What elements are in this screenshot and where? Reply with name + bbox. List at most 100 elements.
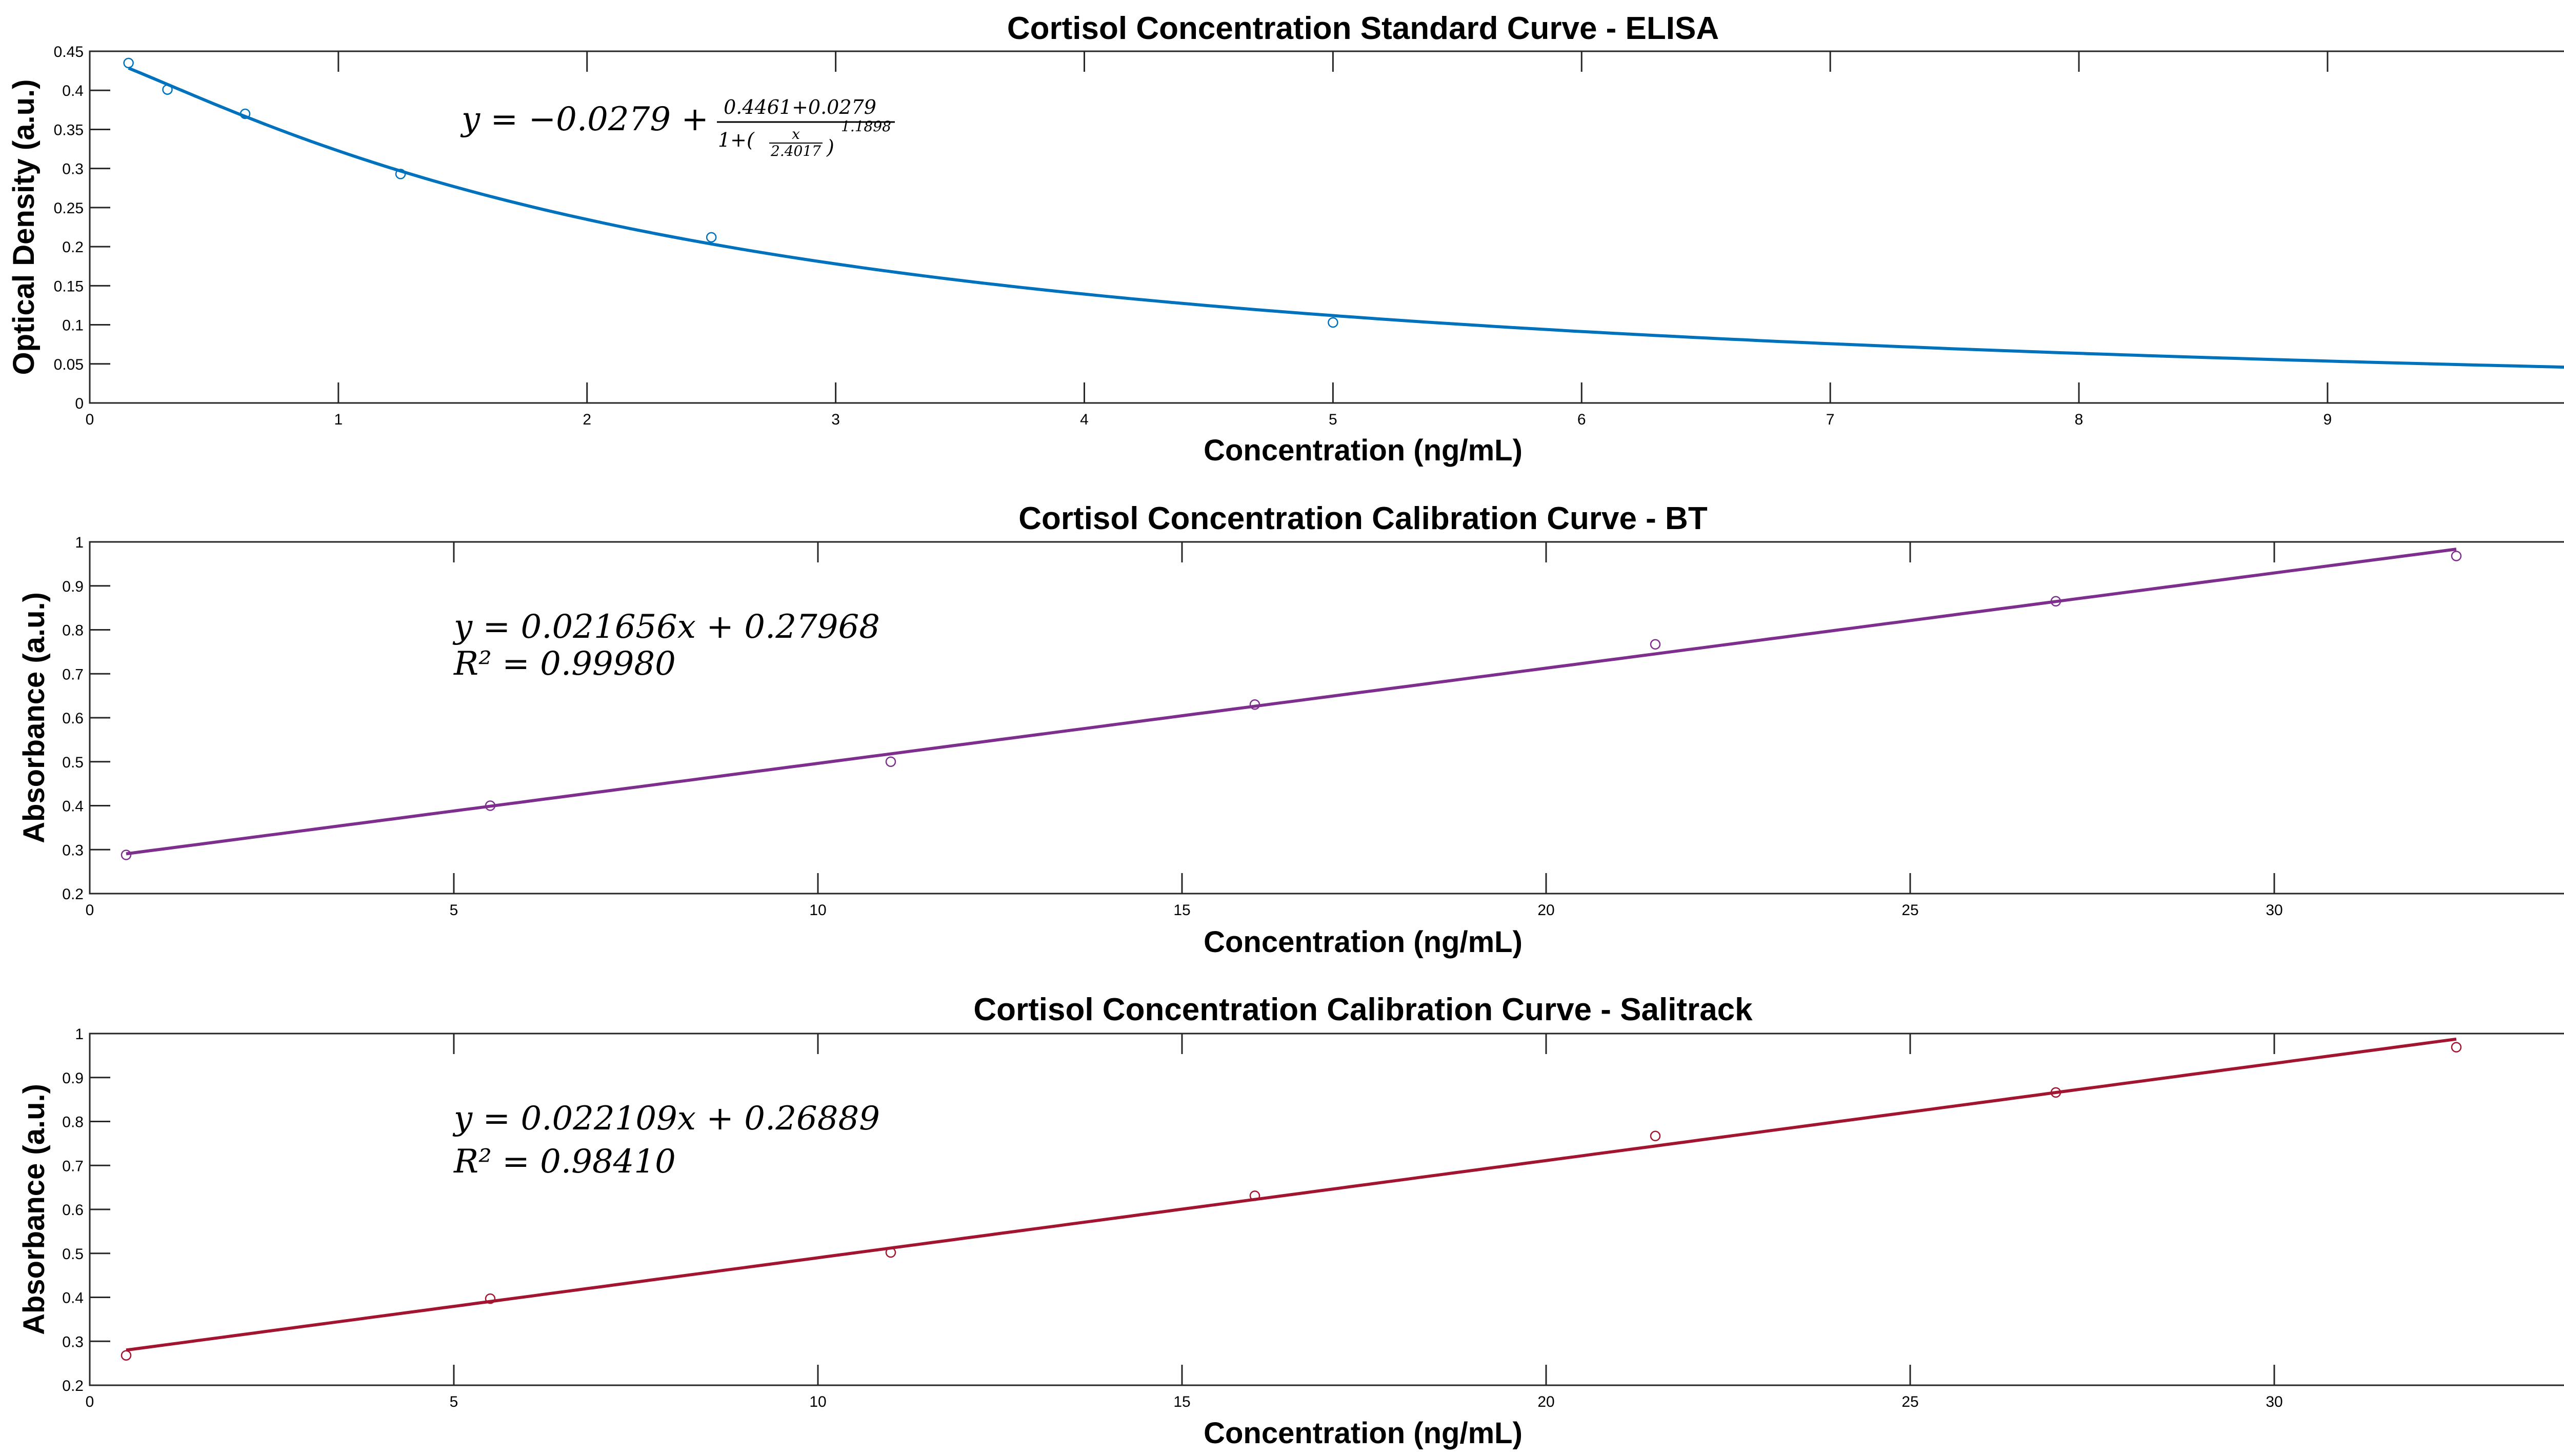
- elisa-equation-lhs: y = −0.0279 +: [460, 100, 709, 138]
- elisa-y-tick-label: 0.3: [62, 161, 84, 178]
- elisa-x-tick-label: 1: [334, 411, 343, 428]
- elisa-data-point: [395, 169, 406, 179]
- elisa-equation-inner-denominator: 2.4017: [770, 143, 821, 159]
- salitrack-plot-frame: [89, 1033, 2564, 1386]
- bt-y-tick-label: 0.9: [62, 578, 84, 595]
- bt-x-tick-label: 5: [450, 902, 458, 919]
- elisa-y-tick-label: 0.05: [54, 356, 84, 373]
- bt-x-tick-label: 20: [1537, 902, 1554, 919]
- bt-plot-frame: [89, 541, 2564, 895]
- elisa-y-tick-label: 0.15: [54, 278, 84, 295]
- salitrack-x-tick-label: 30: [2266, 1393, 2282, 1410]
- salitrack-x-tick-label: 10: [809, 1393, 826, 1410]
- elisa-data-point: [162, 84, 173, 95]
- salitrack-y-tick-label: 0.4: [62, 1290, 84, 1307]
- elisa-data-point: [123, 57, 134, 69]
- salitrack-y-tick-label: 0.6: [62, 1202, 84, 1219]
- bt-data-point: [485, 800, 496, 811]
- elisa-equation-numerator: 0.4461+0.0279: [724, 96, 876, 118]
- salitrack-data-point: [485, 1293, 496, 1304]
- salitrack-chart: Cortisol Concentration Calibration Curve…: [17, 992, 2564, 1450]
- elisa-y-tick-label: 0.4: [62, 83, 84, 99]
- salitrack-data-point: [1249, 1190, 1260, 1201]
- bt-x-tick-label: 25: [1901, 902, 1918, 919]
- salitrack-y-tick-label: 0.2: [62, 1378, 84, 1394]
- salitrack-y-tick-label: 0.8: [62, 1114, 84, 1131]
- bt-y-tick-label: 0.3: [62, 842, 84, 859]
- elisa-x-tick-label: 9: [2323, 411, 2332, 428]
- elisa-axis-ticks: 01234567891000.050.10.150.20.250.30.350.…: [54, 44, 2332, 428]
- elisa-y-tick-label: 0.35: [54, 122, 84, 138]
- elisa-x-tick-label: 0: [86, 411, 94, 428]
- bt-data-point: [885, 756, 896, 767]
- elisa-data-point: [239, 108, 251, 119]
- elisa-equation-close-paren: ): [826, 136, 834, 158]
- elisa-x-tick-label: 5: [1329, 411, 1337, 428]
- bt-fit-line: [126, 548, 2457, 856]
- elisa-fit-line: [128, 67, 2564, 369]
- elisa-x-axis-label: Concentration (ng/mL): [1204, 434, 1523, 467]
- salitrack-chart-title: Cortisol Concentration Calibration Curve…: [973, 992, 1753, 1027]
- elisa-data-point: [706, 232, 717, 243]
- salitrack-y-tick-label: 1: [75, 1026, 84, 1043]
- bt-y-tick-label: 0.8: [62, 622, 84, 639]
- bt-data-point: [1249, 699, 1260, 710]
- bt-chart: Cortisol Concentration Calibration Curve…: [17, 501, 2564, 959]
- salitrack-y-tick-label: 0.3: [62, 1333, 84, 1350]
- elisa-equation-denominator: 1+(: [718, 129, 755, 151]
- bt-x-tick-label: 30: [2266, 902, 2282, 919]
- elisa-chart: Cortisol Concentration Standard Curve - …: [7, 11, 2564, 467]
- elisa-x-tick-label: 2: [583, 411, 591, 428]
- salitrack-data-point: [885, 1247, 896, 1258]
- salitrack-y-tick-label: 0.7: [62, 1158, 84, 1175]
- bt-y-tick-label: 0.7: [62, 666, 84, 683]
- salitrack-x-tick-label: 20: [1537, 1393, 1554, 1410]
- elisa-x-tick-label: 3: [831, 411, 840, 428]
- bt-equation-line: y = 0.021656x + 0.27968: [452, 608, 880, 646]
- salitrack-fit-line: [126, 1037, 2457, 1352]
- bt-y-tick-label: 0.5: [62, 754, 84, 771]
- elisa-y-tick-label: 0: [75, 395, 84, 412]
- elisa-x-tick-label: 6: [1577, 411, 1586, 428]
- elisa-plot-frame: [89, 50, 2564, 404]
- salitrack-data-point: [2050, 1087, 2061, 1098]
- salitrack-data-point: [2451, 1042, 2462, 1053]
- elisa-equation-exponent: 1.1898: [841, 118, 891, 135]
- salitrack-x-tick-label: 25: [1901, 1393, 1918, 1410]
- salitrack-r-squared: R² = 0.98410: [453, 1143, 676, 1181]
- bt-r-squared: R² = 0.99980: [453, 645, 676, 683]
- bt-y-tick-label: 0.4: [62, 798, 84, 815]
- elisa-x-tick-label: 7: [1826, 411, 1835, 428]
- elisa-y-tick-label: 0.45: [54, 44, 84, 60]
- bt-y-tick-label: 1: [75, 534, 84, 551]
- elisa-x-tick-label: 4: [1080, 411, 1089, 428]
- bt-marks: [121, 548, 2462, 860]
- elisa-y-axis-label: Optical Density (a.u.): [7, 79, 41, 375]
- salitrack-equation-line: y = 0.022109x + 0.26889: [452, 1100, 880, 1138]
- bt-x-tick-label: 0: [86, 902, 94, 919]
- elisa-marks: [123, 57, 2564, 369]
- elisa-y-tick-label: 0.25: [54, 200, 84, 217]
- elisa-y-tick-label: 0.2: [62, 239, 84, 256]
- bt-axis-ticks: 051015202530350.20.30.40.50.60.70.80.91: [62, 534, 2282, 919]
- bt-data-point: [2050, 596, 2061, 607]
- bt-data-point: [2451, 551, 2462, 561]
- salitrack-x-tick-label: 0: [86, 1393, 94, 1410]
- salitrack-x-axis-label: Concentration (ng/mL): [1204, 1417, 1523, 1450]
- salitrack-x-tick-label: 15: [1173, 1393, 1190, 1410]
- bt-y-axis-label: Absorbance (a.u.): [17, 592, 51, 843]
- bt-x-axis-label: Concentration (ng/mL): [1204, 925, 1523, 959]
- bt-y-tick-label: 0.6: [62, 710, 84, 727]
- salitrack-x-tick-label: 5: [450, 1393, 458, 1410]
- salitrack-data-point: [1650, 1130, 1661, 1142]
- salitrack-axis-ticks: 051015202530350.20.30.40.50.60.70.80.91: [62, 1026, 2282, 1410]
- elisa-x-tick-label: 8: [2075, 411, 2084, 428]
- bt-data-point: [121, 850, 132, 860]
- salitrack-marks: [121, 1037, 2462, 1361]
- salitrack-y-tick-label: 0.5: [62, 1246, 84, 1263]
- elisa-equation-inner-numerator: x: [792, 126, 800, 143]
- bt-chart-title: Cortisol Concentration Calibration Curve…: [1018, 501, 1708, 536]
- salitrack-y-tick-label: 0.9: [62, 1070, 84, 1087]
- elisa-y-tick-label: 0.1: [62, 317, 84, 334]
